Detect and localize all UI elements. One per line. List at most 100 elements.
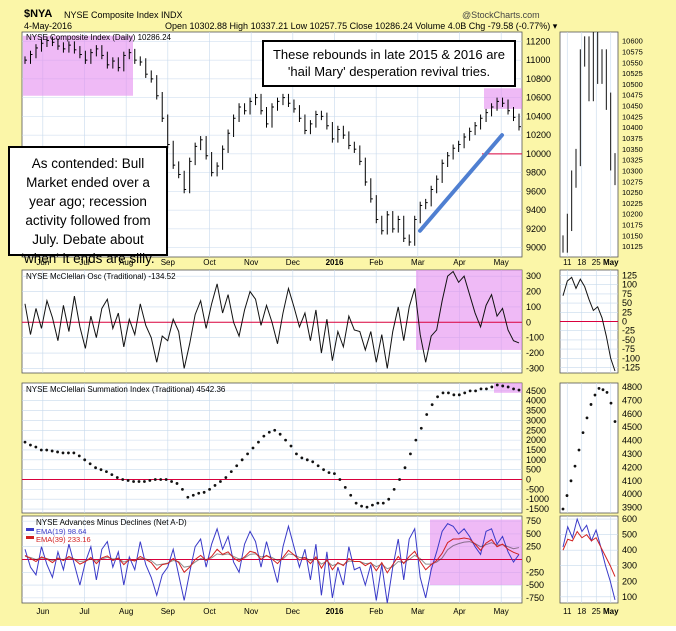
summation-point	[512, 387, 515, 391]
summation-point	[381, 501, 385, 505]
summation-point	[229, 470, 233, 474]
summation-point	[409, 452, 412, 456]
summation-point	[186, 495, 190, 499]
summation-point	[257, 440, 260, 444]
legend-ad: NYSE Advances Minus Declines (Net A-D)	[36, 518, 187, 527]
intraday-summation-point	[609, 401, 613, 405]
summation-point	[501, 384, 505, 388]
summation-point	[29, 443, 32, 447]
summation-point	[137, 480, 141, 483]
summation-point	[251, 446, 255, 450]
panel-intraday-2	[559, 382, 619, 514]
summation-tick-label: 3000	[526, 415, 546, 425]
intraday-summation-tick-label: 4800	[622, 382, 642, 392]
x-tick-label: Sep	[161, 607, 176, 616]
intraday-price-tick-label: 10325	[622, 156, 643, 165]
summation-point	[39, 448, 43, 452]
summation-point	[240, 458, 244, 462]
summation-point	[284, 438, 287, 442]
intraday-summation-tick-label: 4700	[622, 395, 642, 405]
intraday-ad-tick-label: 600	[622, 514, 637, 524]
summation-point	[495, 383, 499, 387]
summation-point	[83, 458, 87, 462]
intraday-summation-point	[561, 507, 565, 511]
x-tick-label: Mar	[411, 258, 425, 267]
summation-point	[479, 387, 483, 391]
intraday-x-tick-label: May	[603, 258, 619, 267]
panel-main-2	[21, 382, 523, 514]
legend-summation: NYSE McClellan Summation Index (Traditio…	[26, 385, 226, 394]
legend-swatch	[26, 528, 34, 531]
summation-point	[403, 466, 407, 470]
summation-point	[289, 444, 293, 448]
ad-series-line	[24, 541, 520, 570]
intraday-ad-line	[562, 530, 616, 577]
intraday-price-tick-label: 10250	[622, 188, 643, 197]
summation-point	[67, 451, 70, 455]
summation-point	[452, 393, 456, 397]
summation-point	[354, 501, 358, 505]
quote-date: 4-May-2016	[24, 21, 73, 31]
summation-point	[506, 385, 510, 389]
ad-tick-label: 750	[526, 516, 541, 526]
summation-point	[300, 456, 304, 460]
x-tick-label: Aug	[119, 607, 133, 616]
intraday-price-tick-label: 10200	[622, 210, 643, 219]
intraday-price-tick-label: 10400	[622, 123, 643, 132]
intraday-x-tick-label: 11	[563, 258, 572, 267]
summation-tick-label: 4500	[526, 386, 546, 396]
intraday-osc-tick-label: 75	[622, 289, 632, 299]
intraday-osc-line	[562, 276, 616, 372]
intraday-summation-tick-label: 4000	[622, 489, 642, 499]
intraday-price-tick-label: 10500	[622, 80, 643, 89]
intraday-summation-tick-label: 4400	[622, 436, 642, 446]
intraday-price-tick-label: 10225	[622, 199, 643, 208]
intraday-summation-point	[589, 403, 593, 406]
intraday-x-tick-label: May	[603, 607, 619, 616]
osc-tick-label: -200	[526, 348, 544, 358]
callout-rebounds: These rebounds in late 2015 & 2016 are '…	[262, 40, 516, 87]
summation-point	[436, 395, 439, 399]
intraday-ad-tick-label: 400	[622, 545, 637, 555]
summation-point	[224, 476, 228, 479]
legend-oscillator: NYSE McClellan Osc (Traditional) -134.52	[26, 272, 176, 281]
summation-point	[235, 464, 239, 468]
summation-point	[121, 478, 125, 481]
intraday-osc-tick-label: -75	[622, 344, 635, 354]
osc-tick-label: 200	[526, 287, 541, 297]
summation-point	[485, 387, 488, 391]
x-tick-label: Apr	[453, 258, 466, 267]
summation-point	[164, 478, 168, 481]
summation-point	[295, 452, 298, 456]
price-tick-label: 9400	[526, 205, 546, 215]
summation-point	[316, 464, 320, 468]
price-tick-label: 9000	[526, 243, 546, 253]
oscillator-line	[24, 270, 520, 369]
summation-point	[159, 478, 163, 481]
summation-point	[387, 497, 391, 501]
intraday-osc-tick-label: 50	[622, 298, 632, 308]
summation-tick-label: -1500	[526, 504, 549, 514]
x-tick-label: May	[494, 607, 509, 616]
summation-point	[278, 432, 282, 436]
intraday-osc-tick-label: 100	[622, 280, 637, 290]
intraday-summation-point	[593, 393, 597, 397]
summation-tick-label: 2000	[526, 435, 546, 445]
summation-point	[392, 487, 396, 491]
summation-point	[202, 490, 206, 494]
summation-tick-label: 0	[526, 475, 531, 485]
intraday-x-tick-label: 25	[592, 607, 601, 616]
summation-point	[430, 403, 434, 407]
summation-point	[517, 388, 521, 392]
summation-point	[132, 480, 135, 483]
summation-tick-label: 2500	[526, 425, 546, 435]
ad-tick-label: -750	[526, 593, 544, 603]
intraday-price-tick-label: 10275	[622, 177, 643, 186]
x-tick-label: Oct	[203, 258, 216, 267]
summation-point	[213, 484, 217, 487]
summation-point	[170, 480, 173, 483]
osc-tick-label: -100	[526, 333, 544, 343]
ticker-symbol: $NYA	[24, 8, 53, 20]
intraday-summation-tick-label: 4200	[622, 462, 642, 472]
highlight-region	[416, 270, 522, 350]
